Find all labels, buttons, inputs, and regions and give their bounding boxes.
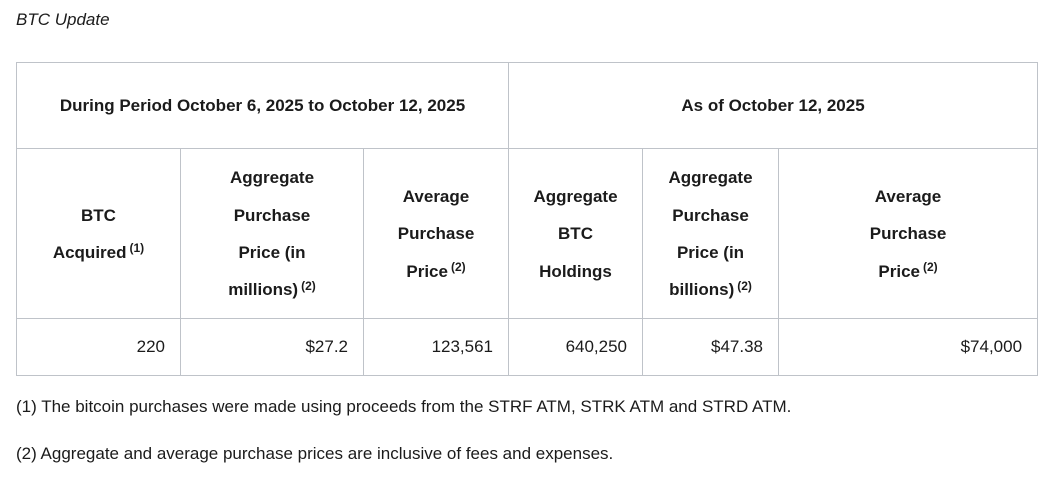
header-line: Price (in [676, 242, 745, 262]
table-row: 220 $27.2 123,561 640,250 $47.38 $74,000 [16, 318, 1039, 377]
header-line: Purchase [397, 224, 475, 244]
header-line: Price [406, 261, 448, 281]
header-line: Price [878, 261, 920, 281]
header-line: Acquired [52, 242, 127, 262]
footnote-ref-2: (2) [737, 278, 752, 293]
header-line: millions) [228, 280, 299, 300]
cell-average-purchase-price-total: $74,000 [778, 318, 1039, 377]
header-line: Aggregate [668, 168, 753, 188]
cell-aggregate-purchase-price-billions: $47.38 [642, 318, 780, 377]
cell-btc-acquired: 220 [16, 318, 181, 377]
group-header-during-period-label: During Period October 6, 2025 to October… [59, 95, 466, 115]
btc-update-table: During Period October 6, 2025 to October… [15, 62, 1039, 377]
footnote-ref-2: (2) [922, 259, 938, 274]
footnote-ref-2: (2) [301, 278, 316, 293]
footnote-2: (2) Aggregate and average purchase price… [16, 443, 614, 463]
column-header-btc-acquired: BTC Acquired (1) [16, 148, 181, 320]
page-title: BTC Update [16, 10, 110, 29]
column-header-row: BTC Acquired (1) Aggregate Purchase Price… [16, 148, 1039, 320]
header-line: Price (in [238, 242, 306, 262]
header-line: Aggregate [533, 186, 618, 206]
cell-average-purchase-price-period: 123,561 [362, 318, 510, 377]
column-header-aggregate-btc-holdings: Aggregate BTC Holdings [508, 148, 644, 320]
column-header-average-purchase-price-total: Average Purchase Price (2) [778, 148, 1039, 320]
header-line: Purchase [869, 224, 947, 244]
header-line: Average [874, 186, 942, 206]
column-header-aggregate-purchase-price-billions: Aggregate Purchase Price (in billions) (2… [642, 148, 780, 320]
cell-aggregate-btc-holdings: 640,250 [508, 318, 644, 377]
group-header-as-of-label: As of October 12, 2025 [681, 95, 865, 115]
header-line: Purchase [233, 205, 311, 225]
header-line: BTC [558, 224, 593, 244]
header-line: Average [402, 186, 470, 206]
group-header-during-period: During Period October 6, 2025 to October… [15, 62, 510, 150]
footnote-ref-2: (2) [450, 259, 466, 274]
header-line: BTC [81, 205, 116, 225]
header-line: Holdings [539, 261, 612, 281]
footnotes-section: (1) The bitcoin purchases were made usin… [16, 397, 1037, 464]
header-line: billions) [669, 280, 735, 300]
header-line: Purchase [672, 205, 749, 225]
column-header-aggregate-purchase-price-millions: Aggregate Purchase Price (in millions) (2… [180, 148, 364, 320]
group-header-as-of: As of October 12, 2025 [508, 62, 1039, 150]
cell-aggregate-purchase-price-millions: $27.2 [180, 318, 364, 377]
column-header-average-purchase-price-period: Average Purchase Price (2) [362, 148, 510, 320]
header-line: Aggregate [229, 168, 315, 188]
footnote-ref-1: (1) [129, 241, 145, 256]
document-page: BTC Update During Period October 6, 2025… [15, 10, 1039, 464]
group-header-row: During Period October 6, 2025 to October… [15, 62, 1039, 150]
footnote-1: (1) The bitcoin purchases were made usin… [16, 397, 792, 417]
